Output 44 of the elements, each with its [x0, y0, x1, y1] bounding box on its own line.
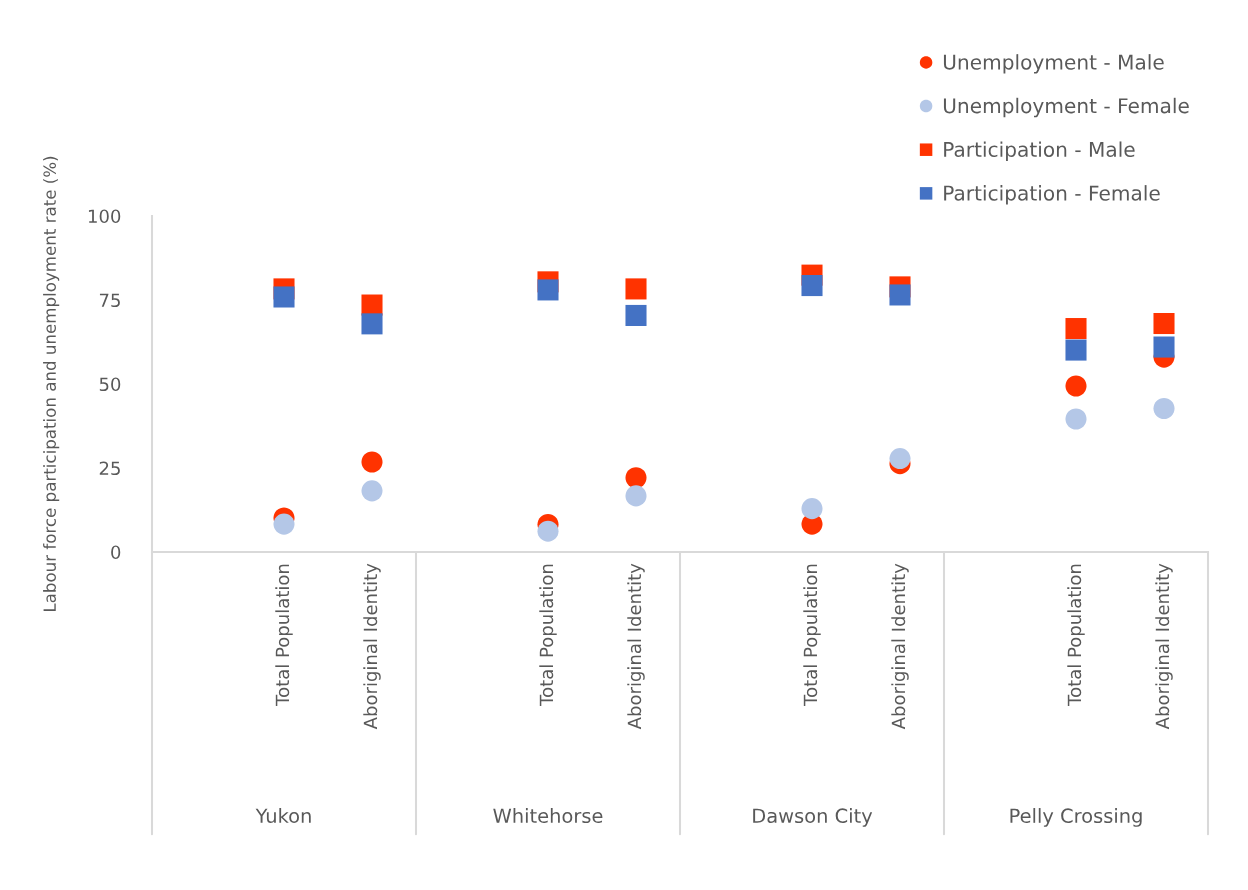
text: Dawson City	[753, 808, 873, 827]
point	[1065, 408, 1087, 430]
legend-label: Participation - Female	[944, 185, 1160, 205]
point	[273, 513, 295, 535]
point	[1065, 339, 1087, 361]
y-axis-title: Labour force participation and unemployment rate (%)	[43, 156, 60, 612]
text: Yukon	[255, 808, 311, 824]
y-tick-label: 0	[111, 545, 121, 560]
point	[1065, 375, 1087, 397]
x-tick-label: Aboriginal Identity	[363, 563, 381, 730]
point	[625, 485, 647, 507]
point	[361, 480, 383, 502]
point	[625, 278, 647, 300]
legend-label: Participation - Male	[944, 141, 1135, 161]
y-tick-label: 25	[99, 461, 120, 476]
legend-label: Unemployment - Female	[943, 97, 1189, 118]
point	[361, 451, 383, 473]
point	[889, 284, 911, 306]
point	[273, 286, 295, 308]
x-tick-label: Total Population	[1067, 564, 1085, 706]
point	[625, 304, 647, 326]
x-tick-label: Total Population	[275, 564, 293, 706]
text: Pelly Crossing	[1010, 808, 1142, 827]
legend-label: Unemployment - Male	[943, 54, 1164, 74]
y-tick-label: 75	[99, 293, 120, 308]
x-tick-label: Aboriginal Identity	[627, 563, 645, 730]
text: Whitehorse	[493, 808, 603, 824]
point	[361, 313, 383, 335]
x-tick-label: Aboriginal Identity	[1155, 563, 1173, 730]
point	[537, 520, 559, 542]
x-tick-label: Total Population	[803, 564, 821, 706]
point	[889, 448, 911, 470]
x-tick-label: Total Population	[539, 564, 557, 706]
x-tick-label: Aboriginal Identity	[891, 563, 909, 730]
point	[1153, 398, 1175, 420]
y-tick-label: 100	[88, 209, 121, 224]
y-tick-label: 50	[99, 377, 121, 392]
point	[537, 279, 559, 301]
point	[801, 498, 823, 520]
point	[801, 275, 823, 297]
point	[1153, 312, 1175, 335]
point	[1065, 318, 1087, 340]
point	[625, 467, 647, 489]
point	[1153, 336, 1175, 358]
